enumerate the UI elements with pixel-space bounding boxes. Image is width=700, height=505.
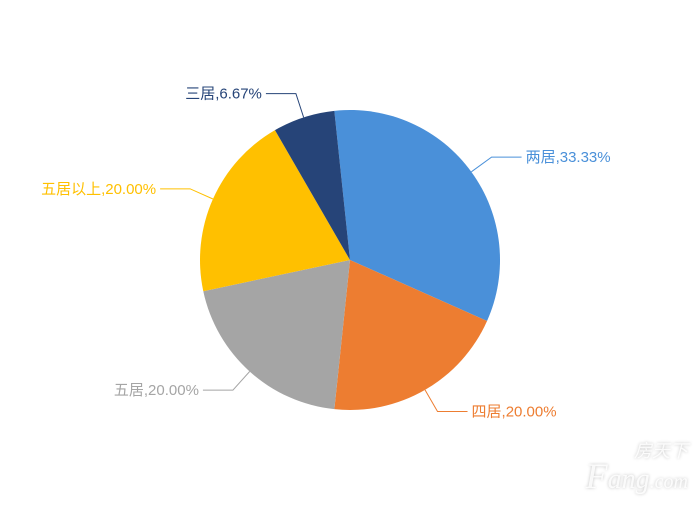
leader-line	[471, 157, 521, 172]
leader-line	[160, 189, 213, 199]
pie-chart: 两居,33.33% 四居,20.00% 五居,20.00% 五居以上,20.00% 三居…	[0, 0, 700, 500]
slice-label-五居以上: 五居以上,20.00%	[41, 181, 156, 198]
slice-label-两居: 两居,33.33%	[526, 149, 611, 166]
slice-label-五居: 五居,20.00%	[114, 382, 199, 399]
leader-line	[425, 390, 468, 412]
leader-line	[266, 94, 304, 118]
slice-label-三居: 三居,6.67%	[185, 86, 262, 103]
leader-line	[203, 371, 250, 390]
watermark: 房天下 Fang.com	[586, 443, 688, 492]
watermark-line2: Fang.com	[586, 460, 688, 492]
slice-label-四居: 四居,20.00%	[472, 404, 557, 421]
